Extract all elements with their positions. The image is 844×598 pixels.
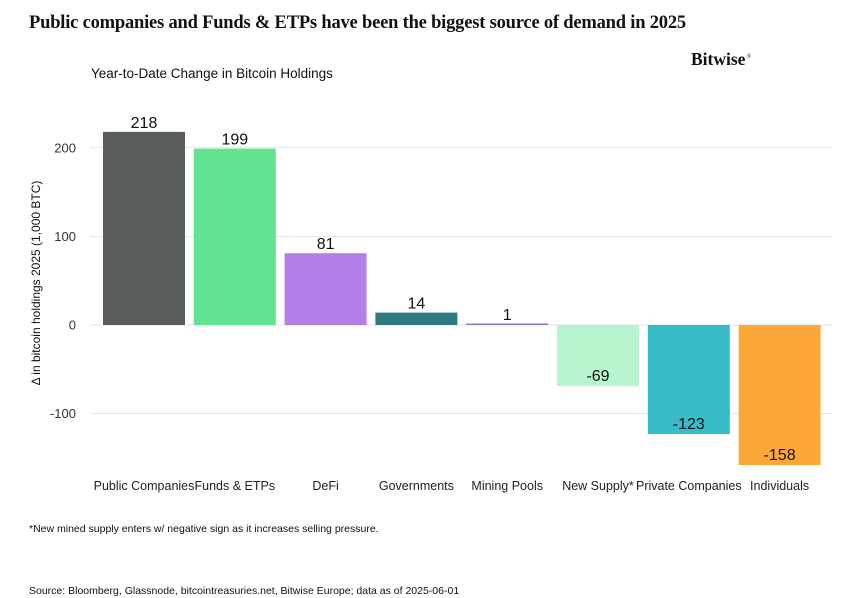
bar-governments — [375, 312, 458, 325]
data-label: 81 — [317, 236, 335, 253]
data-label: -123 — [673, 416, 705, 433]
bar-defi — [284, 253, 367, 325]
source-note: Source: Bloomberg, Glassnode, bitcointre… — [29, 585, 460, 597]
brand-registered-mark: ® — [746, 54, 752, 60]
data-label: -69 — [586, 368, 609, 385]
x-tick-label: DeFi — [312, 479, 338, 493]
x-tick-label: Governments — [379, 479, 454, 493]
brand-name: Bitwise — [691, 49, 746, 69]
data-label: 199 — [221, 132, 248, 149]
data-label: 1 — [503, 307, 512, 324]
bar-public-companies — [103, 131, 185, 325]
data-label: 218 — [131, 115, 158, 132]
bar-mining-pools — [466, 323, 549, 325]
chart-title: Public companies and Funds & ETPs have b… — [29, 13, 686, 33]
y-tick-label: 200 — [54, 140, 76, 155]
y-tick-label: 0 — [69, 318, 76, 333]
brand-logo: Bitwise® — [691, 49, 751, 70]
bar-private-companies — [647, 325, 730, 434]
x-tick-label: Individuals — [750, 479, 809, 493]
x-tick-label: Private Companies — [636, 479, 742, 493]
bar-new-supply — [557, 325, 639, 387]
y-tick-label: -100 — [50, 406, 76, 421]
bar-individuals — [738, 325, 821, 465]
bar-funds-etps — [193, 148, 276, 325]
chart-subtitle: Year-to-Date Change in Bitcoin Holdings — [91, 66, 333, 81]
x-tick-label: Funds & ETPs — [195, 479, 276, 493]
data-label: 14 — [408, 296, 426, 313]
data-label: -158 — [764, 447, 796, 464]
x-tick-label: New Supply* — [562, 479, 634, 493]
x-tick-label: Public Companies — [94, 479, 195, 493]
y-tick-label: 100 — [54, 229, 76, 244]
y-axis-label: Δ in bitcoin holdings 2025 (1,000 BTC) — [29, 181, 43, 386]
x-tick-label: Mining Pools — [471, 479, 543, 493]
footnote: *New mined supply enters w/ negative sig… — [29, 523, 379, 535]
